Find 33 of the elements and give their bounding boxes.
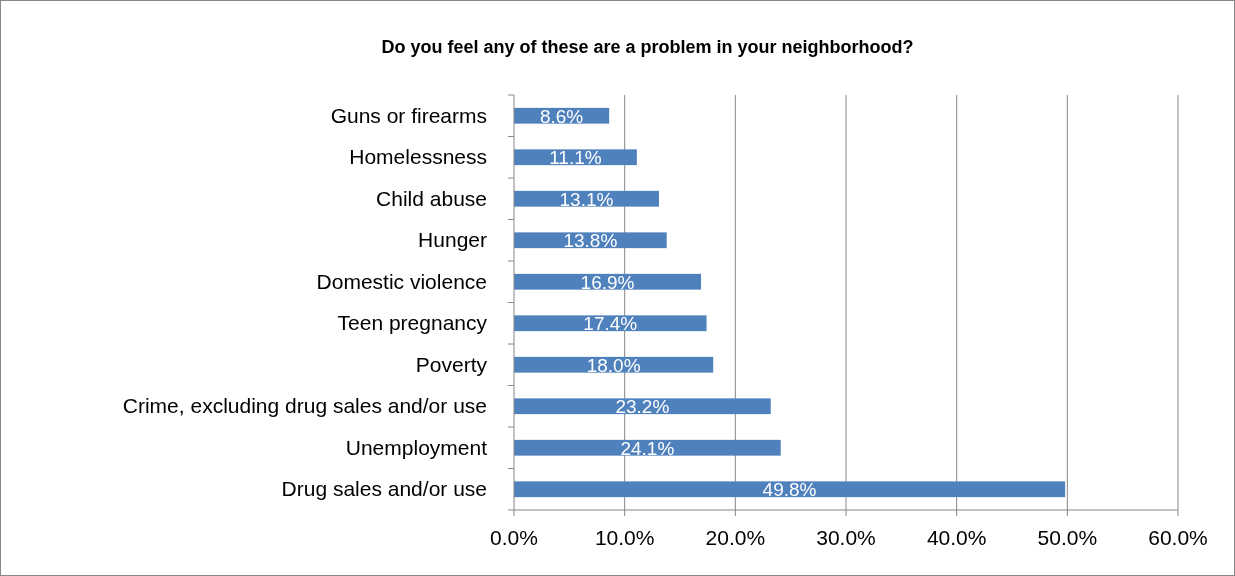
y-tick-label: Guns or firearms (330, 103, 487, 127)
bar (514, 439, 781, 456)
bar (514, 481, 1066, 498)
data-label: 16.9% (580, 271, 635, 293)
data-label: 13.1% (559, 188, 614, 210)
x-tick-label: 40.0% (926, 526, 987, 549)
data-label: 18.0% (586, 354, 641, 376)
x-tick-label: 0.0% (490, 526, 538, 549)
x-tick-label: 50.0% (1037, 526, 1098, 549)
data-label: 23.2% (615, 396, 670, 418)
y-tick-label: Domestic violence (316, 269, 487, 293)
y-tick-label: Unemployment (345, 435, 488, 459)
bar (514, 398, 771, 415)
y-tick-label: Poverty (415, 352, 488, 376)
data-label: 11.1% (549, 147, 602, 169)
x-tick-label: 10.0% (594, 526, 655, 549)
bar (514, 356, 714, 373)
data-label: 49.8% (762, 479, 817, 501)
bar (514, 315, 707, 332)
data-label: 24.1% (620, 437, 675, 459)
y-tick-label: Homelessness (349, 145, 487, 169)
y-tick-label: Drug sales and/or use (281, 477, 487, 501)
y-tick-label: Hunger (418, 228, 487, 252)
x-tick-label: 20.0% (705, 526, 766, 549)
y-tick-label: Child abuse (376, 186, 487, 210)
chart-title: Do you feel any of these are a problem in your neighborhood? (381, 37, 914, 57)
x-tick-label: 30.0% (816, 526, 876, 549)
x-tick-label: 60.0% (1148, 526, 1208, 549)
data-label: 17.4% (583, 313, 638, 335)
y-tick-label: Crime, excluding drug sales and/or use (122, 394, 487, 418)
y-tick-label: Teen pregnancy (337, 311, 488, 335)
data-label: 8.6% (539, 105, 584, 127)
data-label: 13.8% (563, 230, 618, 252)
